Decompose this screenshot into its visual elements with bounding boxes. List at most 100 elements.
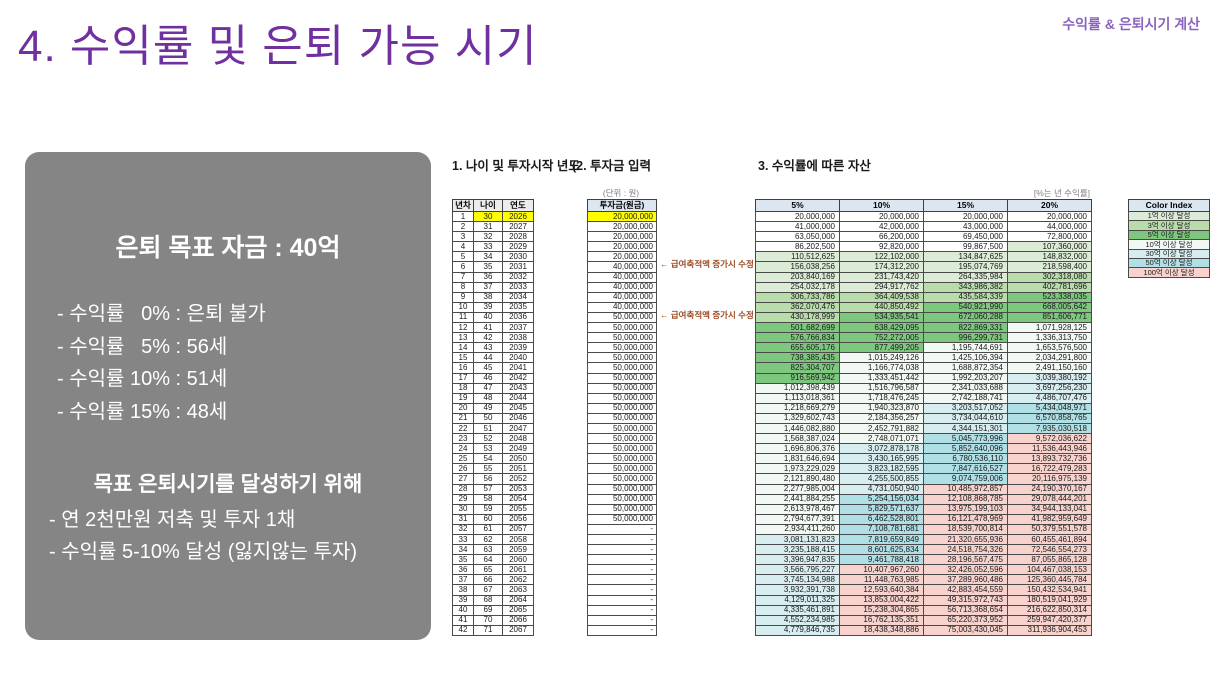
asset-value-cell: 99,867,500 xyxy=(923,241,1008,253)
salary-adjust-annotation-1: ← 급여축적액 증가시 수정 xyxy=(660,259,754,269)
asset-value-cell: 3,081,131,823 xyxy=(755,533,840,546)
yearnum-cell: 32 xyxy=(452,523,474,536)
asset-value-cell: 3,566,795,227 xyxy=(755,564,840,576)
section-2-heading: (2. 투자금 입력 xyxy=(572,159,652,173)
table-row: 3 32 2028 xyxy=(452,231,534,243)
col-header-20pct: 20% xyxy=(1007,199,1092,212)
year-cell: 2027 xyxy=(502,221,534,233)
year-cell: 2036 xyxy=(502,311,534,324)
asset-value-cell: 523,338,035 xyxy=(1007,291,1092,303)
table-row: 430,178,999 534,935,541 672,060,288 851,606… xyxy=(755,311,1092,324)
table-row: 28 57 2053 xyxy=(452,483,534,495)
table-row: 50,000,000 xyxy=(587,362,657,374)
asset-value-cell: 4,731,050,940 xyxy=(839,483,924,495)
table-row: 1,568,387,024 2,748,071,071 5,045,773,996 9… xyxy=(755,433,1092,445)
asset-value-cell: 738,385,435 xyxy=(755,352,840,364)
table-row: 20,000,000 xyxy=(587,221,657,233)
yearnum-cell: 15 xyxy=(452,352,474,364)
age-cell: 61 xyxy=(473,523,503,536)
asset-value-cell: 110,512,625 xyxy=(755,251,840,263)
asset-value-cell: 5,254,156,034 xyxy=(839,493,924,505)
table-row: 3,932,391,738 12,593,640,384 42,883,454,55… xyxy=(755,584,1092,596)
age-cell: 69 xyxy=(473,604,503,616)
asset-value-cell: 156,038,256 xyxy=(755,261,840,273)
age-cell: 48 xyxy=(473,392,503,404)
table-row: - xyxy=(587,594,657,606)
yearnum-cell: 31 xyxy=(452,513,474,525)
asset-value-cell: 4,255,500,855 xyxy=(839,473,924,485)
yearnum-cell: 17 xyxy=(452,372,474,384)
table-row: 20,000,000 20,000,000 20,000,000 20,000,000 xyxy=(755,210,1092,223)
table-row: 5 34 2030 xyxy=(452,251,534,263)
investment-cell: - xyxy=(587,574,657,586)
col-header-age: 나이 xyxy=(473,199,503,212)
asset-value-cell: 2,748,071,071 xyxy=(839,433,924,445)
asset-value-cell: 5,829,571,637 xyxy=(839,503,924,515)
asset-value-cell: 2,742,188,741 xyxy=(923,392,1008,404)
age-cell: 31 xyxy=(473,221,503,233)
age-cell: 68 xyxy=(473,594,503,606)
asset-value-cell: 1,688,872,354 xyxy=(923,362,1008,374)
year-cell: 2044 xyxy=(502,392,534,404)
asset-value-cell: 104,467,038,153 xyxy=(1007,564,1092,576)
table-row: 50,000,000 xyxy=(587,412,657,424)
table-row: 25 54 2050 xyxy=(452,453,534,465)
year-cell: 2039 xyxy=(502,342,534,354)
asset-table-header: 5% 10% 15% 20% xyxy=(755,199,1092,212)
asset-value-cell: 668,005,642 xyxy=(1007,301,1092,313)
asset-value-cell: 5,045,773,996 xyxy=(923,433,1008,445)
asset-value-cell: 2,341,033,688 xyxy=(923,382,1008,394)
asset-value-cell: 1,218,669,279 xyxy=(755,402,840,414)
table-row: 9 38 2034 xyxy=(452,291,534,303)
table-row: 203,840,169 231,743,420 264,335,984 302,318… xyxy=(755,271,1092,283)
investment-cell: 50,000,000 xyxy=(587,483,657,495)
table-row: 2,934,411,260 7,108,781,681 18,539,700,814… xyxy=(755,523,1092,536)
table-row: 13 42 2038 xyxy=(452,332,534,344)
table-row: 1,696,806,376 3,072,878,178 5,852,640,096 1… xyxy=(755,443,1092,455)
table-row: 4,129,011,325 13,853,004,422 49,315,972,74… xyxy=(755,594,1092,606)
year-cell: 2029 xyxy=(502,241,534,253)
year-cell: 2047 xyxy=(502,422,534,435)
table-row: 34 63 2059 xyxy=(452,544,534,556)
table-row: 1 30 2026 xyxy=(452,210,534,223)
investment-cell: - xyxy=(587,523,657,536)
asset-value-cell: 430,178,999 xyxy=(755,311,840,324)
table-row: 254,032,178 294,917,762 343,986,382 402,781… xyxy=(755,281,1092,293)
investment-cell: 40,000,000 xyxy=(587,291,657,303)
asset-value-cell: 10,407,967,260 xyxy=(839,564,924,576)
year-cell: 2060 xyxy=(502,554,534,566)
investment-cell: 20,000,000 xyxy=(587,221,657,233)
table-row: 3,566,795,227 10,407,967,260 32,426,052,59… xyxy=(755,564,1092,576)
asset-value-cell: 11,448,763,985 xyxy=(839,574,924,586)
asset-value-cell: 231,743,420 xyxy=(839,271,924,283)
legend-item: 5억 이상 달성 xyxy=(1128,229,1210,241)
asset-value-cell: 1,831,646,694 xyxy=(755,453,840,465)
asset-value-cell: 7,935,030,518 xyxy=(1007,422,1092,435)
asset-value-cell: 134,847,625 xyxy=(923,251,1008,263)
asset-value-cell: 1,696,806,376 xyxy=(755,443,840,455)
asset-value-cell: 311,936,904,453 xyxy=(1007,624,1092,636)
salary-adjust-annotation-2: ← 급여축적액 증가시 수정 xyxy=(660,310,754,320)
table-row: 8 37 2033 xyxy=(452,281,534,293)
table-row: 1,218,669,279 1,940,323,870 3,203,517,052 5… xyxy=(755,402,1092,414)
asset-value-cell: 3,745,134,988 xyxy=(755,574,840,586)
asset-value-cell: 42,883,454,559 xyxy=(923,584,1008,596)
asset-value-cell: 2,184,356,257 xyxy=(839,412,924,424)
year-cell: 2052 xyxy=(502,473,534,485)
table-row: 3,396,947,835 9,461,788,418 28,196,567,475… xyxy=(755,554,1092,566)
table-row: 4,779,846,735 18,438,348,886 75,003,430,04… xyxy=(755,624,1092,636)
table-row: - xyxy=(587,533,657,546)
investment-table: 투자금(원금) 20,000,000 20,000,000 20,000,000 20… xyxy=(587,199,657,636)
asset-value-cell: 3,396,947,835 xyxy=(755,554,840,566)
asset-value-cell: 672,060,288 xyxy=(923,311,1008,324)
yearnum-cell: 11 xyxy=(452,311,474,324)
age-cell: 33 xyxy=(473,241,503,253)
asset-value-cell: 107,360,000 xyxy=(1007,241,1092,253)
yearnum-cell: 28 xyxy=(452,483,474,495)
asset-value-cell: 20,000,000 xyxy=(923,210,1008,223)
table-row: 50,000,000 xyxy=(587,332,657,344)
asset-value-cell: 4,486,707,476 xyxy=(1007,392,1092,404)
table-row: 50,000,000 xyxy=(587,483,657,495)
asset-value-cell: 1,992,203,207 xyxy=(923,372,1008,384)
